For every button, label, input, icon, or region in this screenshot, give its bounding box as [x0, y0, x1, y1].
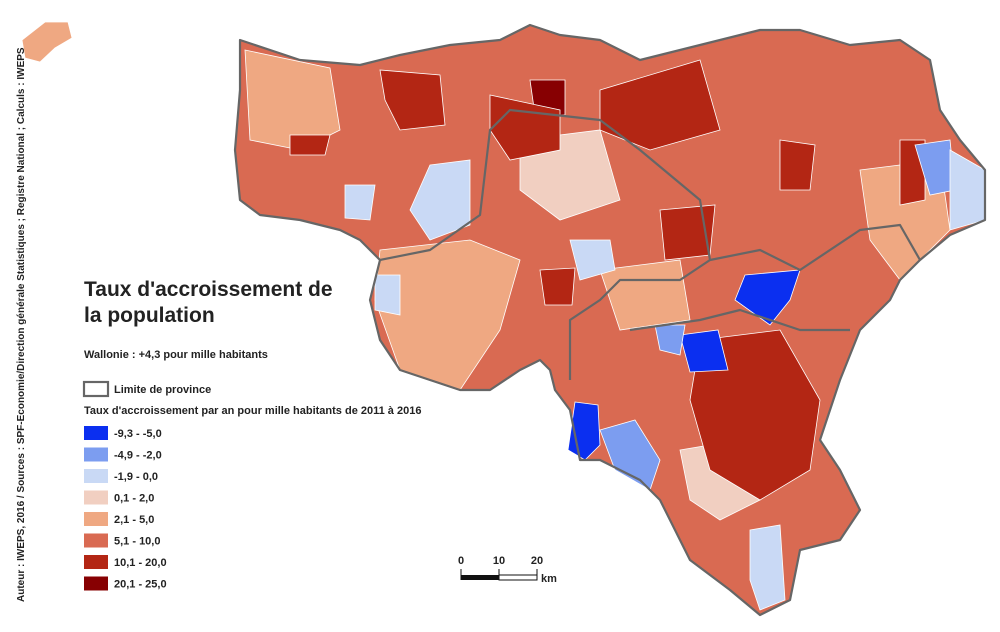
municipality-group — [374, 274, 401, 316]
legend-label: -1,9 - 0,0 — [114, 471, 158, 483]
legend-label: 5,1 - 10,0 — [114, 536, 160, 548]
municipality-group — [734, 269, 801, 326]
region-border — [233, 23, 987, 617]
scale-segment — [498, 574, 538, 581]
province-label: Limite de province — [114, 384, 211, 396]
municipality-group — [289, 134, 331, 156]
province-boundary — [379, 108, 712, 380]
legend-label: -4,9 - -2,0 — [114, 450, 162, 462]
scale-tick-label: 10 — [493, 555, 505, 567]
legend-swatch — [84, 490, 108, 505]
municipality-group — [599, 259, 691, 331]
legend-swatch — [84, 512, 108, 526]
municipality-group — [749, 524, 786, 611]
legend-swatch — [84, 447, 108, 462]
scale-tick-label: 20 — [531, 555, 543, 567]
municipality-group — [379, 69, 446, 131]
legend-label: 20,1 - 25,0 — [114, 579, 167, 591]
legend-swatch — [84, 533, 108, 548]
municipality-group — [659, 204, 716, 261]
municipality-group — [374, 239, 521, 391]
legend-label: 10,1 - 20,0 — [114, 557, 167, 569]
legend-label: -9,3 - -5,0 — [114, 428, 162, 440]
scale-tick-label: 0 — [458, 555, 464, 567]
province-boundary — [709, 223, 921, 272]
legend-swatch — [84, 576, 108, 591]
legend-swatch — [84, 555, 108, 569]
legend-swatch — [84, 426, 108, 440]
municipality-group — [344, 184, 376, 221]
title: Taux d'accroissement de — [84, 278, 333, 301]
municipality-group — [409, 159, 471, 241]
municipality-group — [779, 139, 816, 191]
municipality-group — [689, 329, 821, 501]
province-boundary — [629, 308, 850, 332]
municipality-group — [569, 239, 616, 281]
municipality-group — [539, 267, 576, 306]
credits: Auteur : IWEPS, 2016 / Sources : SPF-Eco… — [16, 47, 27, 602]
scale-segment — [461, 575, 499, 580]
exclave — [21, 21, 73, 63]
municipality-group — [599, 419, 661, 491]
subtitle: Wallonie : +4,3 pour mille habitants — [84, 349, 268, 361]
scale-unit: km — [541, 573, 557, 585]
legend-swatch — [84, 469, 108, 483]
municipality-group — [679, 329, 729, 373]
municipality-group — [599, 59, 721, 151]
region-map — [21, 21, 987, 617]
province-swatch — [82, 380, 110, 398]
municipality-group — [654, 324, 686, 356]
legend-title: Taux d'accroissement par an pour mille h… — [84, 405, 421, 417]
title: la population — [84, 304, 215, 327]
scale-bar: 0 10 20 km — [458, 555, 557, 585]
legend: -9,3 - -5,0 -4,9 - -2,0 -1,9 - 0,0 0,1 - 2,… — [84, 426, 167, 591]
legend-label: 2,1 - 5,0 — [114, 514, 154, 526]
legend-label: 0,1 - 2,0 — [114, 493, 154, 505]
